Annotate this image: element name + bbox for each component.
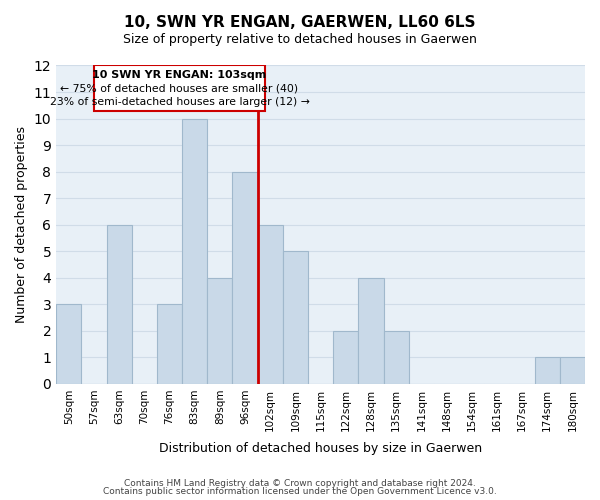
- Text: 10 SWN YR ENGAN: 103sqm: 10 SWN YR ENGAN: 103sqm: [92, 70, 266, 81]
- Bar: [232, 172, 257, 384]
- Bar: [333, 331, 358, 384]
- Text: 23% of semi-detached houses are larger (12) →: 23% of semi-detached houses are larger (…: [50, 96, 310, 106]
- FancyBboxPatch shape: [94, 66, 265, 110]
- Bar: [207, 278, 232, 384]
- Bar: [358, 278, 383, 384]
- Bar: [257, 224, 283, 384]
- Bar: [107, 224, 132, 384]
- Bar: [283, 251, 308, 384]
- Bar: [383, 331, 409, 384]
- Bar: [182, 118, 207, 384]
- Y-axis label: Number of detached properties: Number of detached properties: [15, 126, 28, 323]
- Bar: [157, 304, 182, 384]
- Text: Size of property relative to detached houses in Gaerwen: Size of property relative to detached ho…: [123, 32, 477, 46]
- Text: Contains public sector information licensed under the Open Government Licence v3: Contains public sector information licen…: [103, 487, 497, 496]
- Text: 10, SWN YR ENGAN, GAERWEN, LL60 6LS: 10, SWN YR ENGAN, GAERWEN, LL60 6LS: [124, 15, 476, 30]
- Bar: [56, 304, 82, 384]
- Text: Contains HM Land Registry data © Crown copyright and database right 2024.: Contains HM Land Registry data © Crown c…: [124, 478, 476, 488]
- Bar: [560, 358, 585, 384]
- X-axis label: Distribution of detached houses by size in Gaerwen: Distribution of detached houses by size …: [159, 442, 482, 455]
- Bar: [535, 358, 560, 384]
- Text: ← 75% of detached houses are smaller (40): ← 75% of detached houses are smaller (40…: [61, 83, 299, 93]
